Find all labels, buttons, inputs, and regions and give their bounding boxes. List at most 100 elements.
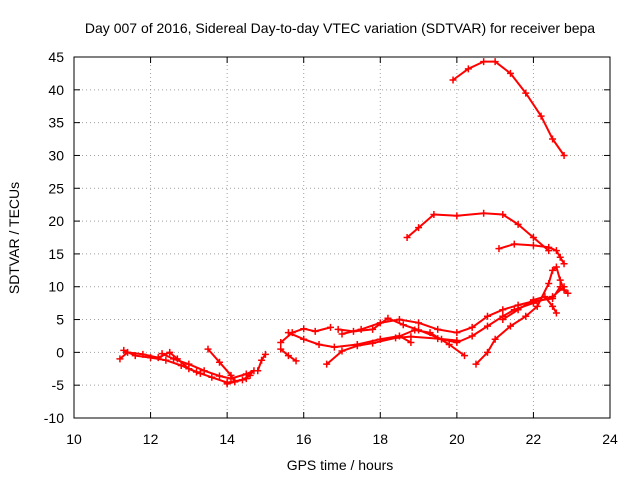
series-trace-7: [204, 345, 239, 386]
data-point: [483, 322, 491, 330]
y-axis-label: SDTVAR / TECUs: [6, 182, 22, 294]
x-tick-label: 12: [143, 431, 159, 447]
data-point: [338, 347, 346, 355]
series-trace-6: [158, 350, 258, 388]
y-tick-label: -5: [52, 377, 65, 393]
data-point: [556, 253, 564, 261]
data-point: [506, 69, 514, 77]
data-point: [552, 309, 560, 317]
data-point: [514, 306, 522, 314]
data-point: [468, 323, 476, 331]
data-point: [399, 321, 407, 329]
data-point: [453, 339, 461, 347]
data-point: [300, 335, 308, 343]
x-tick-label: 18: [372, 431, 388, 447]
series-line: [161, 352, 255, 385]
data-point: [300, 325, 308, 333]
series-trace-10: [277, 345, 300, 365]
data-point: [533, 302, 541, 310]
data-point: [311, 327, 319, 335]
data-point: [522, 312, 530, 320]
y-tick-label: 0: [56, 344, 64, 360]
data-point: [453, 329, 461, 337]
data-point: [483, 348, 491, 356]
data-point: [177, 361, 185, 369]
data-point: [434, 325, 442, 333]
data-point: [227, 371, 235, 379]
series-line: [207, 348, 236, 383]
data-point: [407, 333, 415, 341]
data-point: [369, 339, 377, 347]
data-point: [284, 352, 292, 360]
data-point: [292, 357, 300, 365]
x-axis-label: GPS time / hours: [287, 457, 394, 473]
data-point: [223, 380, 231, 388]
data-point: [499, 306, 507, 314]
x-tick-label: 14: [219, 431, 235, 447]
x-tick-label: 10: [66, 431, 82, 447]
data-point: [529, 241, 537, 249]
data-point: [495, 245, 503, 253]
data-point: [545, 243, 553, 251]
data-point: [242, 375, 250, 383]
series-trace-15: [376, 332, 415, 347]
data-point: [491, 58, 499, 66]
data-point: [552, 263, 560, 271]
y-tick-label: -10: [44, 410, 64, 426]
data-point: [215, 372, 223, 380]
data-point: [464, 65, 472, 73]
data-point: [376, 335, 384, 343]
data-point: [445, 340, 453, 348]
data-point: [204, 345, 212, 353]
series-trace-1: [449, 58, 568, 159]
data-point: [430, 211, 438, 219]
y-tick-label: 10: [48, 279, 64, 295]
chart-title: Day 007 of 2016, Sidereal Day-to-day VTE…: [85, 20, 595, 36]
data-point: [185, 360, 193, 368]
series-trace-8: [254, 350, 269, 375]
data-point: [480, 58, 488, 66]
data-point: [549, 295, 557, 303]
data-point: [415, 224, 423, 232]
data-point: [353, 342, 361, 350]
data-point: [453, 212, 461, 220]
data-point: [395, 316, 403, 324]
x-tick-label: 22: [526, 431, 542, 447]
data-point: [284, 329, 292, 337]
data-point: [231, 378, 239, 386]
data-point: [415, 326, 423, 334]
x-tick-label: 16: [296, 431, 312, 447]
y-tick-label: 20: [48, 213, 64, 229]
data-point: [483, 312, 491, 320]
data-point: [193, 368, 201, 376]
data-point: [162, 356, 170, 364]
data-point: [131, 352, 139, 360]
data-point: [549, 266, 557, 274]
data-point: [327, 323, 335, 331]
data-point: [338, 330, 346, 338]
data-point: [277, 339, 285, 347]
data-point: [461, 352, 469, 360]
data-point: [506, 322, 514, 330]
series-trace-16: [472, 263, 572, 368]
data-point: [376, 319, 384, 327]
plot-frame: [73, 56, 611, 419]
y-tick-labels: -10 -5 0 5 10 15 20 25 30 35 40 45: [44, 49, 64, 426]
data-point: [499, 316, 507, 324]
axis-ticks: [73, 56, 611, 419]
data-point: [147, 354, 155, 362]
y-tick-label: 25: [48, 180, 64, 196]
data-point: [468, 332, 476, 340]
data-point: [514, 220, 522, 228]
data-point: [395, 332, 403, 340]
y-tick-label: 5: [56, 312, 64, 328]
data-point: [510, 240, 518, 248]
data-point: [549, 135, 557, 143]
x-tick-labels: 10 12 14 16 18 20 22 24: [66, 431, 618, 447]
data-traces: [116, 58, 572, 388]
data-point: [166, 348, 174, 356]
data-point: [552, 247, 560, 255]
data-point: [277, 345, 285, 353]
